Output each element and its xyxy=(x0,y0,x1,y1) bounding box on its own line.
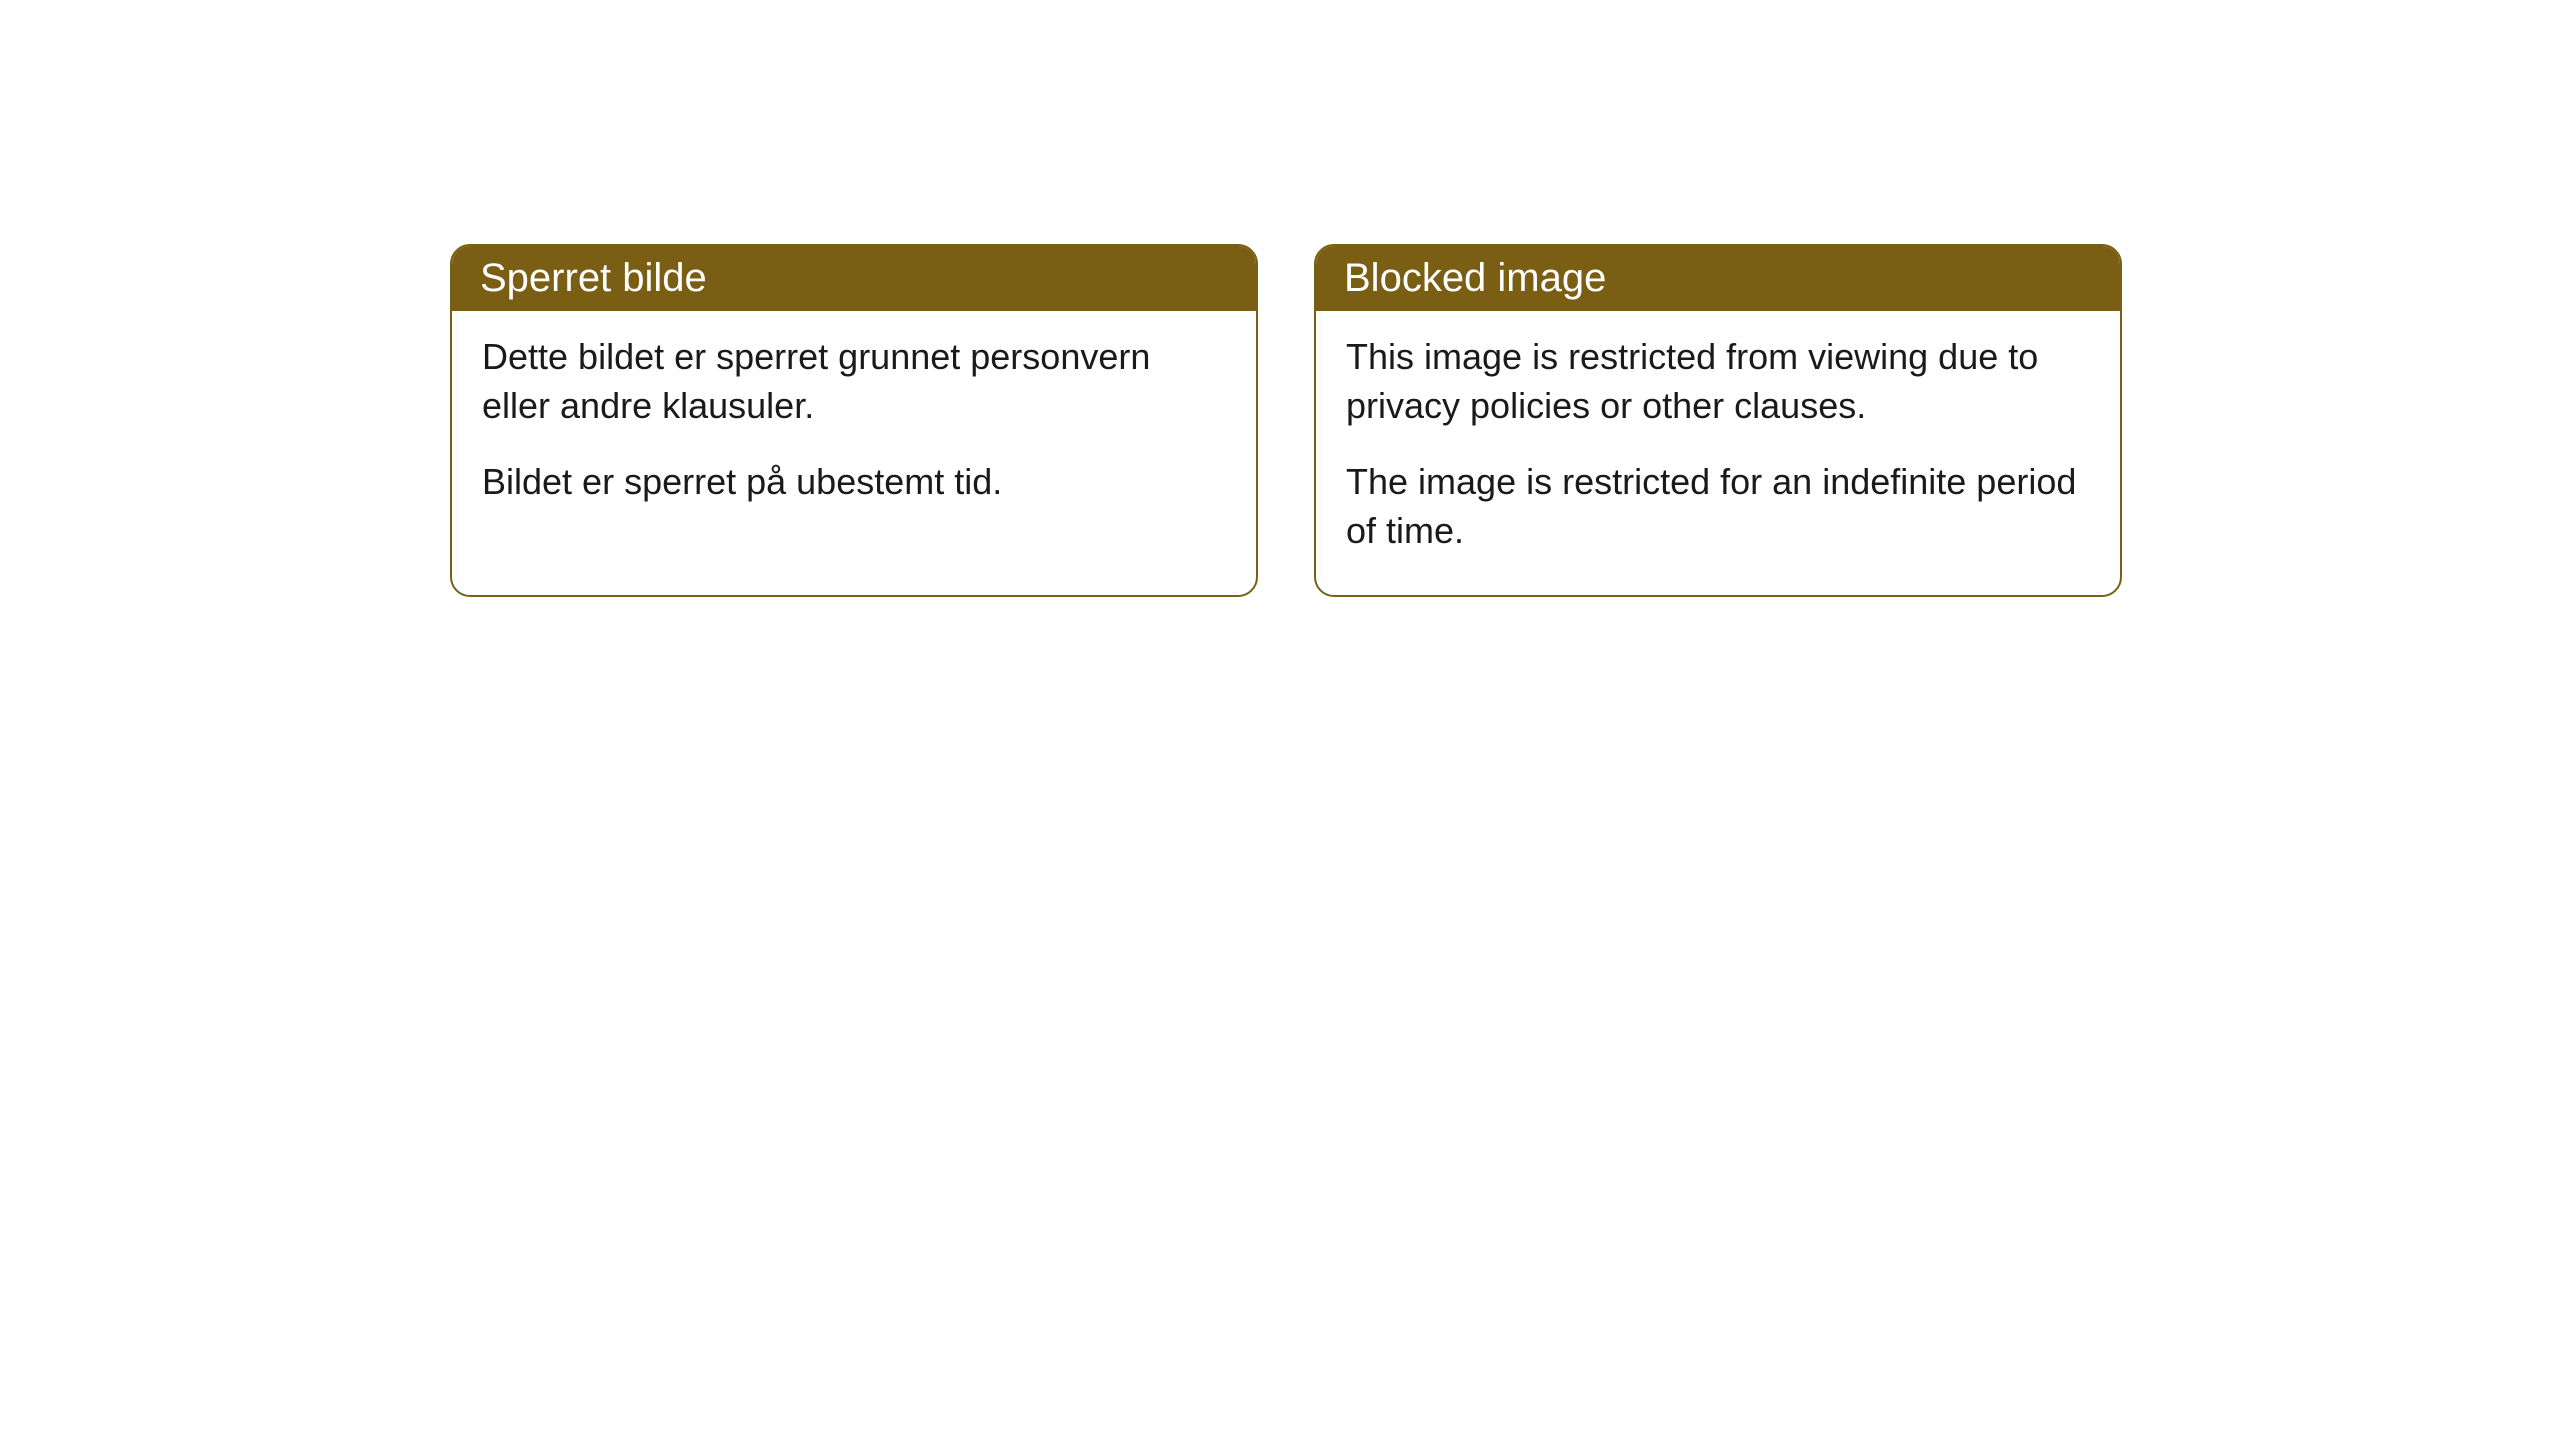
card-body-english: This image is restricted from viewing du… xyxy=(1316,311,2120,595)
card-header-english: Blocked image xyxy=(1316,246,2120,311)
card-norwegian: Sperret bilde Dette bildet er sperret gr… xyxy=(450,244,1258,597)
card-title: Blocked image xyxy=(1344,256,1606,300)
card-title: Sperret bilde xyxy=(480,256,707,300)
cards-container: Sperret bilde Dette bildet er sperret gr… xyxy=(0,0,2560,597)
card-body-norwegian: Dette bildet er sperret grunnet personve… xyxy=(452,311,1256,547)
card-english: Blocked image This image is restricted f… xyxy=(1314,244,2122,597)
card-paragraph: Bildet er sperret på ubestemt tid. xyxy=(482,458,1226,507)
card-header-norwegian: Sperret bilde xyxy=(452,246,1256,311)
card-paragraph: Dette bildet er sperret grunnet personve… xyxy=(482,333,1226,430)
card-paragraph: This image is restricted from viewing du… xyxy=(1346,333,2090,430)
card-paragraph: The image is restricted for an indefinit… xyxy=(1346,458,2090,555)
